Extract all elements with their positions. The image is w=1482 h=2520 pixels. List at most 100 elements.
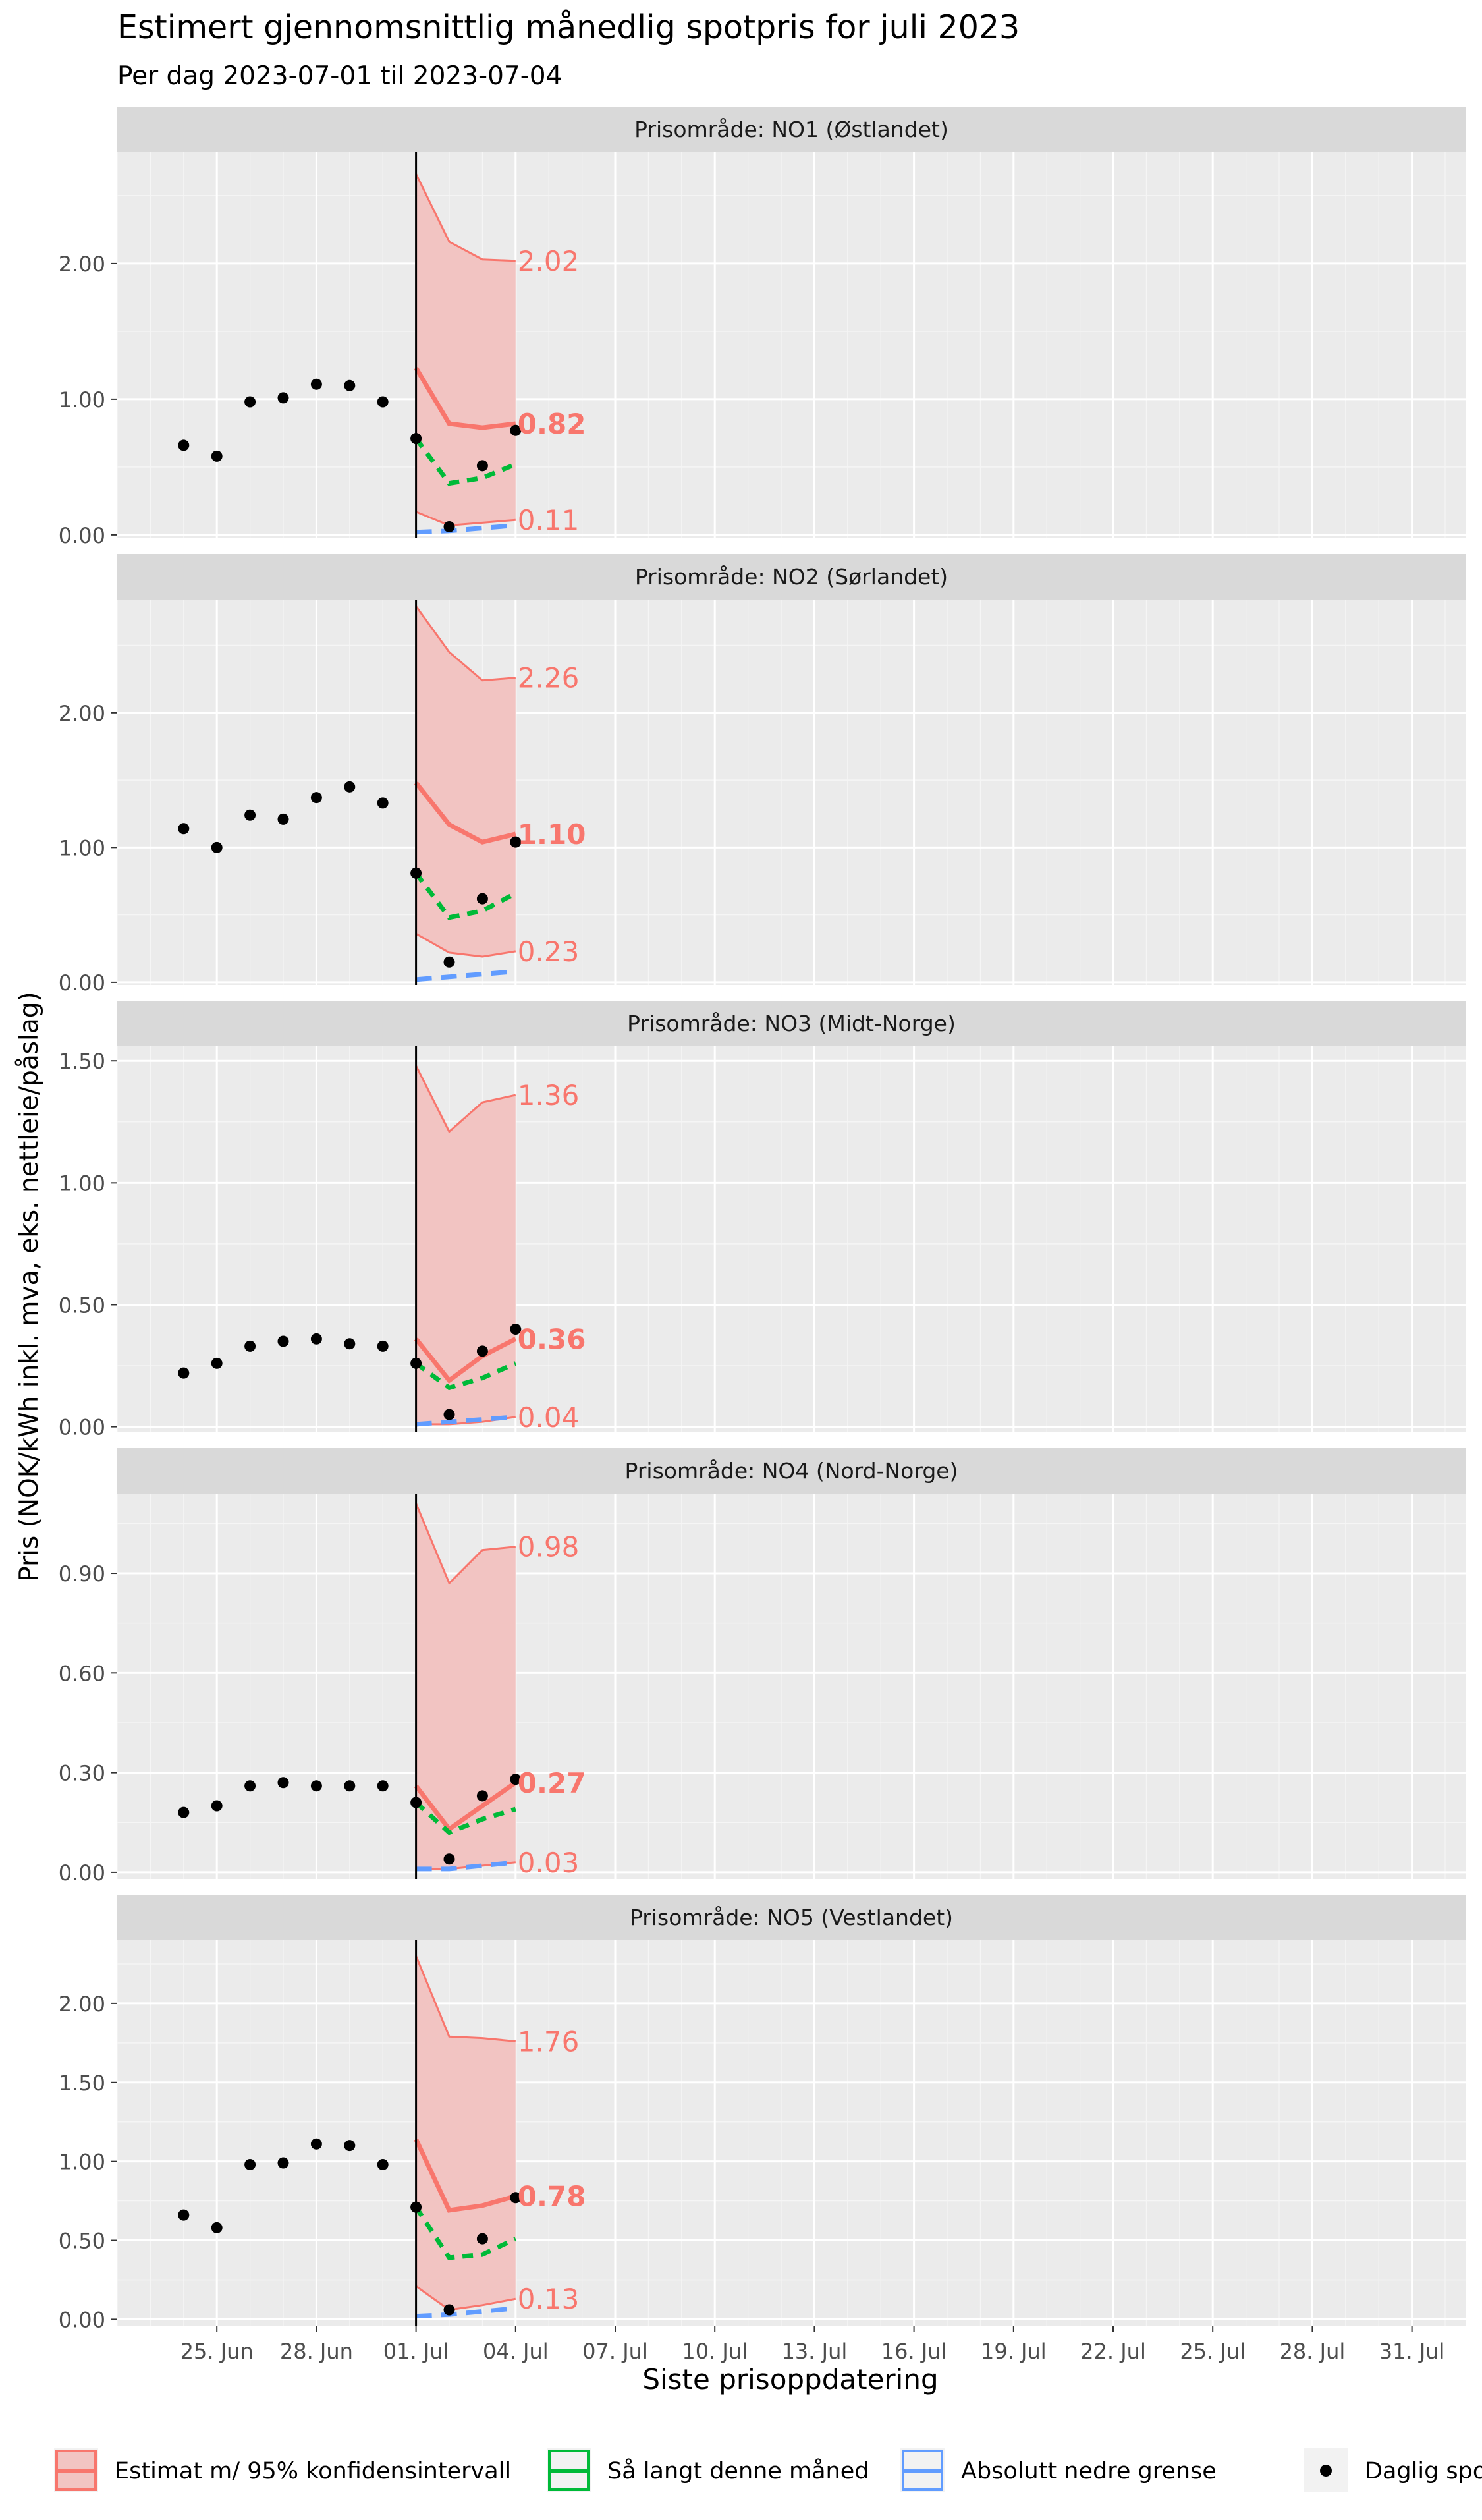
x-tick-label: 28. Jul [1280, 2339, 1346, 2364]
lower-value-label: 0.23 [518, 936, 580, 968]
daily-price-point [476, 1345, 488, 1357]
upper-value-label: 2.02 [518, 245, 580, 277]
lower-value-label: 0.11 [518, 504, 580, 536]
daily-price-point [443, 1409, 455, 1420]
daily-price-point [178, 1367, 190, 1379]
x-tick-label: 04. Jul [483, 2339, 549, 2364]
x-tick-label: 16. Jul [881, 2339, 947, 2364]
daily-price-point [244, 809, 256, 821]
legend-item-points: Daglig spo [1304, 2448, 1482, 2492]
daily-price-point [377, 1780, 389, 1792]
upper-bound-line [415, 1955, 516, 2042]
daily-price-point [476, 1790, 488, 1802]
daily-price-point [344, 2140, 356, 2152]
facet-strip [117, 1895, 1466, 1940]
daily-price-point [377, 1340, 389, 1352]
confidence-band [416, 173, 516, 526]
daily-price-point [476, 460, 488, 472]
facet-strip [117, 1448, 1466, 1494]
absolute-lower-bound-line [416, 1414, 516, 1427]
daily-price-point [510, 2192, 522, 2204]
y-tick-label: 2.00 [59, 1992, 105, 2017]
daily-price-point [310, 2138, 322, 2150]
daily-price-point [310, 1780, 322, 1792]
facet-strip-label: Prisområde: NO1 (Østlandet) [634, 117, 948, 142]
x-tick-label: 07. Jul [582, 2339, 648, 2364]
legend: Estimat m/ 95% konfidensintervall Så lang… [54, 2448, 1482, 2492]
absolute-lower-bound-line [416, 1860, 516, 1872]
lower-ci-line [415, 932, 516, 958]
y-tick-label: 1.00 [59, 2150, 105, 2175]
daily-price-point [277, 2157, 289, 2169]
upper-bound-line [415, 173, 516, 262]
estimate-value-label: 0.82 [518, 408, 586, 440]
estimate-line [414, 366, 516, 430]
x-tick-label: 19. Jul [981, 2339, 1047, 2364]
y-tick-label: 0.60 [59, 1661, 105, 1686]
facet-strip [117, 1001, 1466, 1046]
so-far-line [414, 1361, 517, 1391]
y-axis-label: Pris (NOK/kWh inkl. mva, eks. nettleie/p… [14, 992, 44, 1581]
facet-strip [117, 554, 1466, 600]
facet-panel-1: Prisområde: NO1 (Østlandet) 0.00 1.00 2.00 2… [59, 107, 1466, 548]
daily-price-point [344, 1338, 356, 1350]
so-far-line [414, 1801, 516, 1835]
y-tick-label: 1.50 [59, 2071, 105, 2096]
so-far-line [414, 437, 517, 486]
panel-background [117, 1940, 1466, 2326]
daily-price-point [244, 396, 256, 408]
estimate-line [414, 1780, 517, 1833]
y-tick-label: 0.50 [59, 2229, 105, 2254]
daily-price-point [510, 1774, 522, 1785]
daily-price-point [377, 396, 389, 408]
daily-price-point [277, 1335, 289, 1347]
facet-strip-label: Prisområde: NO3 (Midt-Norge) [627, 1011, 956, 1036]
daily-price-point [410, 2201, 422, 2213]
y-tick-label: 2.00 [59, 701, 105, 726]
daily-price-point [443, 956, 455, 968]
daily-price-point [510, 424, 522, 436]
daily-price-point [178, 823, 190, 835]
daily-price-point [211, 841, 223, 853]
y-tick-label: 1.50 [59, 1049, 105, 1074]
legend-label: Så langt denne måned [607, 2457, 869, 2484]
daily-price-point [277, 1777, 289, 1789]
lower-value-label: 0.13 [518, 2283, 580, 2315]
confidence-band [416, 606, 516, 957]
daily-price-point [211, 2222, 223, 2233]
facet-panel-5: Prisområde: NO5 (Vestlandet) 0.00 0.50 1.00… [59, 1895, 1466, 2332]
daily-price-point [510, 1323, 522, 1335]
daily-price-point [410, 433, 422, 445]
y-tick-label: 0.00 [59, 1861, 105, 1886]
daily-price-point [443, 2304, 455, 2316]
estimate-value-label: 0.78 [518, 2180, 586, 2212]
x-tick-label: 22. Jul [1080, 2339, 1146, 2364]
x-axis: 25. Jun 28. Jun 01. Jul 04. Jul 07. Jul 10. J… [180, 2326, 1444, 2364]
x-tick-label: 25. Jul [1180, 2339, 1246, 2364]
daily-price-point [211, 450, 223, 462]
daily-price-point [310, 792, 322, 804]
confidence-band [416, 1955, 516, 2310]
lower-value-label: 0.03 [518, 1847, 580, 1879]
x-tick-label: 25. Jun [180, 2339, 254, 2364]
daily-price-point [178, 2209, 190, 2221]
y-tick-label: 1.00 [59, 1171, 105, 1196]
daily-price-point [377, 797, 389, 809]
y-tick-label: 0.50 [59, 1293, 105, 1318]
estimate-value-label: 0.27 [518, 1767, 586, 1799]
upper-bound-line [415, 1065, 516, 1133]
daily-price-point [310, 378, 322, 390]
facet-panel-4: Prisområde: NO4 (Nord-Norge) 0.00 0.30 0.60… [59, 1448, 1466, 1886]
x-tick-label: 13. Jul [782, 2339, 848, 2364]
daily-price-point [443, 521, 455, 533]
y-tick-label: 0.90 [59, 1561, 105, 1586]
daily-price-point [178, 439, 190, 451]
x-tick-label: 28. Jun [280, 2339, 353, 2364]
legend-item-so-far: Så langt denne måned [547, 2448, 869, 2492]
panel-background [117, 600, 1466, 985]
facet-strip-label: Prisområde: NO5 (Vestlandet) [630, 1905, 953, 1930]
facet-strip-label: Prisområde: NO2 (Sørlandet) [635, 564, 948, 590]
absolute-lower-bound-line [416, 2306, 516, 2319]
y-tick-label: 0.00 [59, 1415, 105, 1440]
confidence-band [416, 1503, 516, 1869]
